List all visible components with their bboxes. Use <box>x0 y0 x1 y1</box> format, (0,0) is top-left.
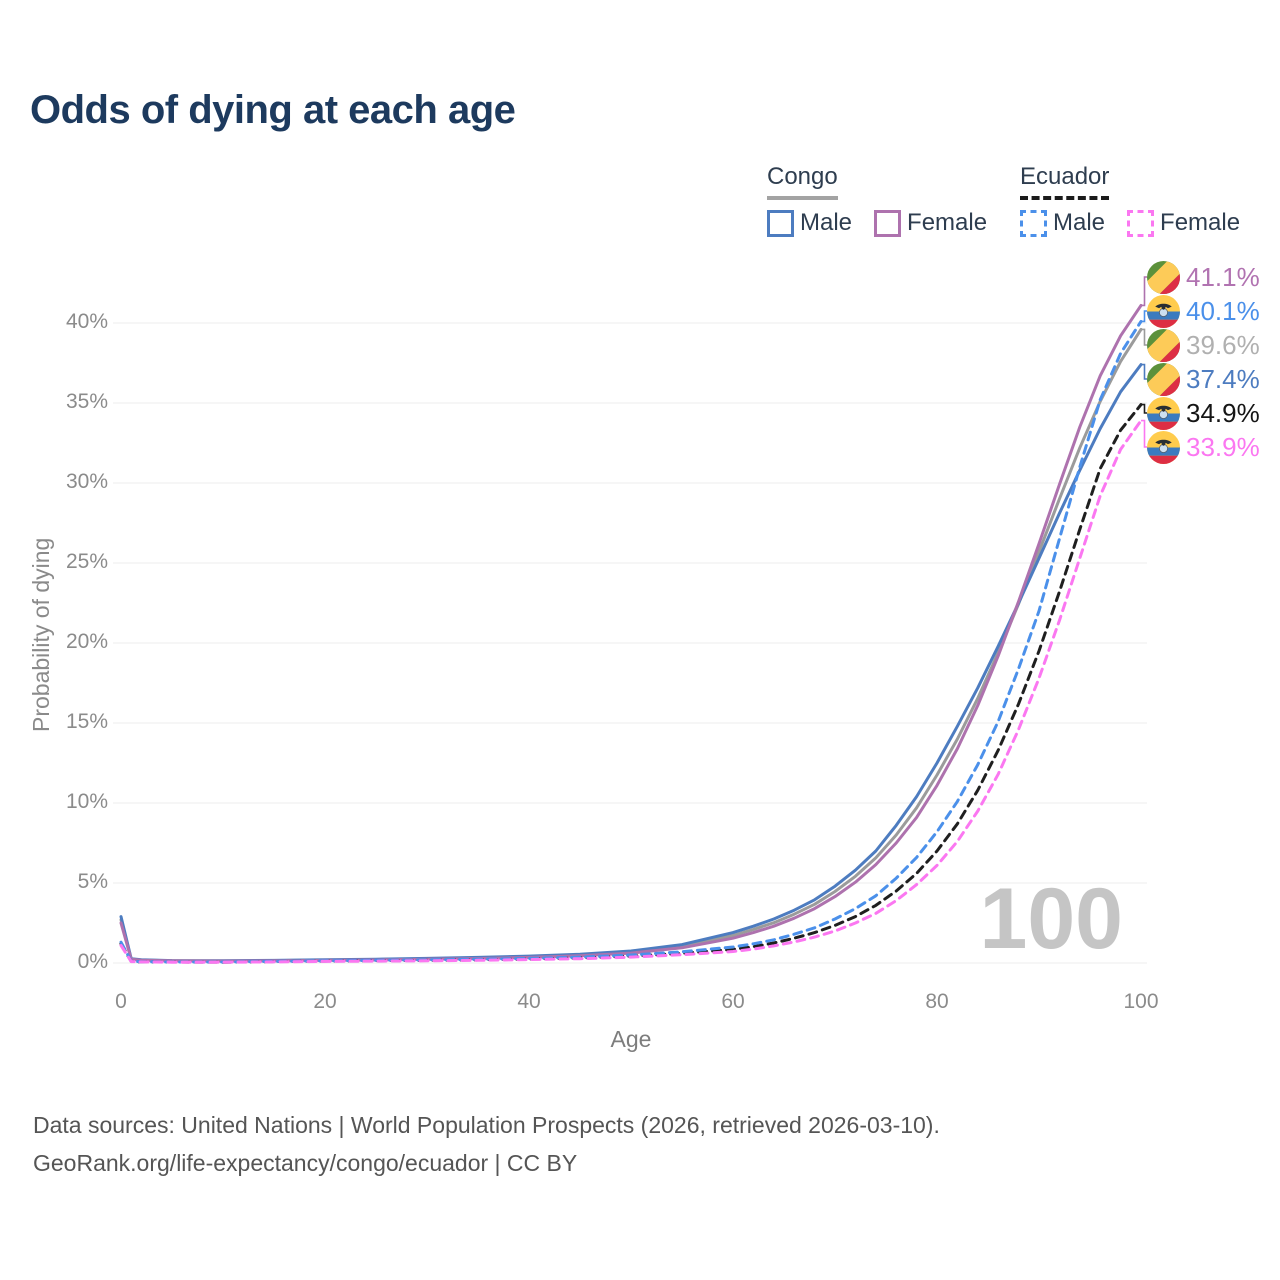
y-tick-label: 30% <box>65 470 108 493</box>
ecuador-flag-icon <box>1147 396 1180 430</box>
legend-header-congo[interactable]: Congo <box>767 163 838 200</box>
legend-item-label: Female <box>907 209 988 236</box>
chart-title: Odds of dying at each age <box>30 88 516 132</box>
legend-header-ecuador[interactable]: Ecuador <box>1020 163 1110 200</box>
age-watermark: 100 <box>979 871 1124 967</box>
series-line-ecuador-male <box>119 319 1143 964</box>
end-label-connector <box>1141 403 1147 414</box>
end-label-value: 39.6% <box>1186 329 1260 360</box>
y-tick-label: 5% <box>77 870 108 893</box>
end-label-connector <box>1141 328 1147 346</box>
attribution-line: GeoRank.org/life-expectancy/congo/ecuado… <box>33 1150 578 1176</box>
end-label-row: 34.9% <box>1147 396 1260 430</box>
y-tick-label: 35% <box>65 390 108 413</box>
end-label-connector <box>1141 276 1147 307</box>
end-label-value: 41.1% <box>1186 261 1260 292</box>
x-tick-label: 0 <box>115 990 127 1013</box>
end-label-value: 40.1% <box>1186 295 1260 326</box>
y-tick-label: 15% <box>65 710 108 733</box>
legend-item-congo-female[interactable]: Female <box>874 209 987 237</box>
legend-item-label: Male <box>1053 209 1106 236</box>
legend-group-congo: Congo Male Female <box>767 163 987 237</box>
legend-item-label: Male <box>800 209 853 236</box>
legend-group-ecuador: Ecuador Male Female <box>1020 163 1240 237</box>
x-axis-title: Age <box>610 1026 652 1052</box>
series-line-ecuador-female <box>119 419 1143 964</box>
end-label-row: 33.9% <box>1147 430 1260 464</box>
congo-flag-icon <box>1147 362 1180 396</box>
end-label-connector <box>1141 310 1147 323</box>
end-label-connector <box>1141 419 1147 448</box>
end-label-value: 33.9% <box>1186 431 1260 462</box>
congo-female-swatch-icon <box>874 209 902 237</box>
x-tick-label: 100 <box>1123 990 1159 1013</box>
end-label-row: 41.1% <box>1147 260 1260 294</box>
data-source-line: Data sources: United Nations | World Pop… <box>33 1112 940 1138</box>
end-label-connector <box>1141 363 1147 380</box>
y-tick-label: 40% <box>65 310 108 333</box>
footer-note: Data sources: United Nations | World Pop… <box>33 1106 940 1182</box>
congo-flag-icon <box>1147 328 1180 362</box>
x-tick-label: 60 <box>721 990 745 1013</box>
legend-item-ecuador-male[interactable]: Male <box>1020 209 1105 237</box>
x-tick-label: 20 <box>313 990 337 1013</box>
y-tick-label: 25% <box>65 550 108 573</box>
end-label-value: 34.9% <box>1186 397 1260 428</box>
legend-item-congo-male[interactable]: Male <box>767 209 852 237</box>
x-tick-label: 80 <box>925 990 949 1013</box>
y-tick-label: 20% <box>65 630 108 653</box>
ecuador-flag-icon <box>1147 294 1180 328</box>
series-line-congo-female <box>119 303 1143 963</box>
legend-item-label: Female <box>1160 209 1241 236</box>
ecuador-male-swatch-icon <box>1020 209 1047 237</box>
congo-flag-icon <box>1147 260 1180 294</box>
series-line-congo-both-sexes <box>119 327 1143 963</box>
y-tick-label: 0% <box>77 950 108 973</box>
ecuador-female-swatch-icon <box>1127 209 1155 237</box>
end-label-row: 37.4% <box>1147 362 1260 396</box>
legend-item-ecuador-female[interactable]: Female <box>1127 209 1240 237</box>
ecuador-flag-icon <box>1147 430 1180 464</box>
end-label-value: 37.4% <box>1186 363 1260 394</box>
end-label-row: 39.6% <box>1147 328 1260 362</box>
x-tick-label: 40 <box>517 990 541 1013</box>
end-label-row: 40.1% <box>1147 294 1260 328</box>
y-tick-label: 10% <box>65 790 108 813</box>
congo-male-swatch-icon <box>767 209 794 237</box>
